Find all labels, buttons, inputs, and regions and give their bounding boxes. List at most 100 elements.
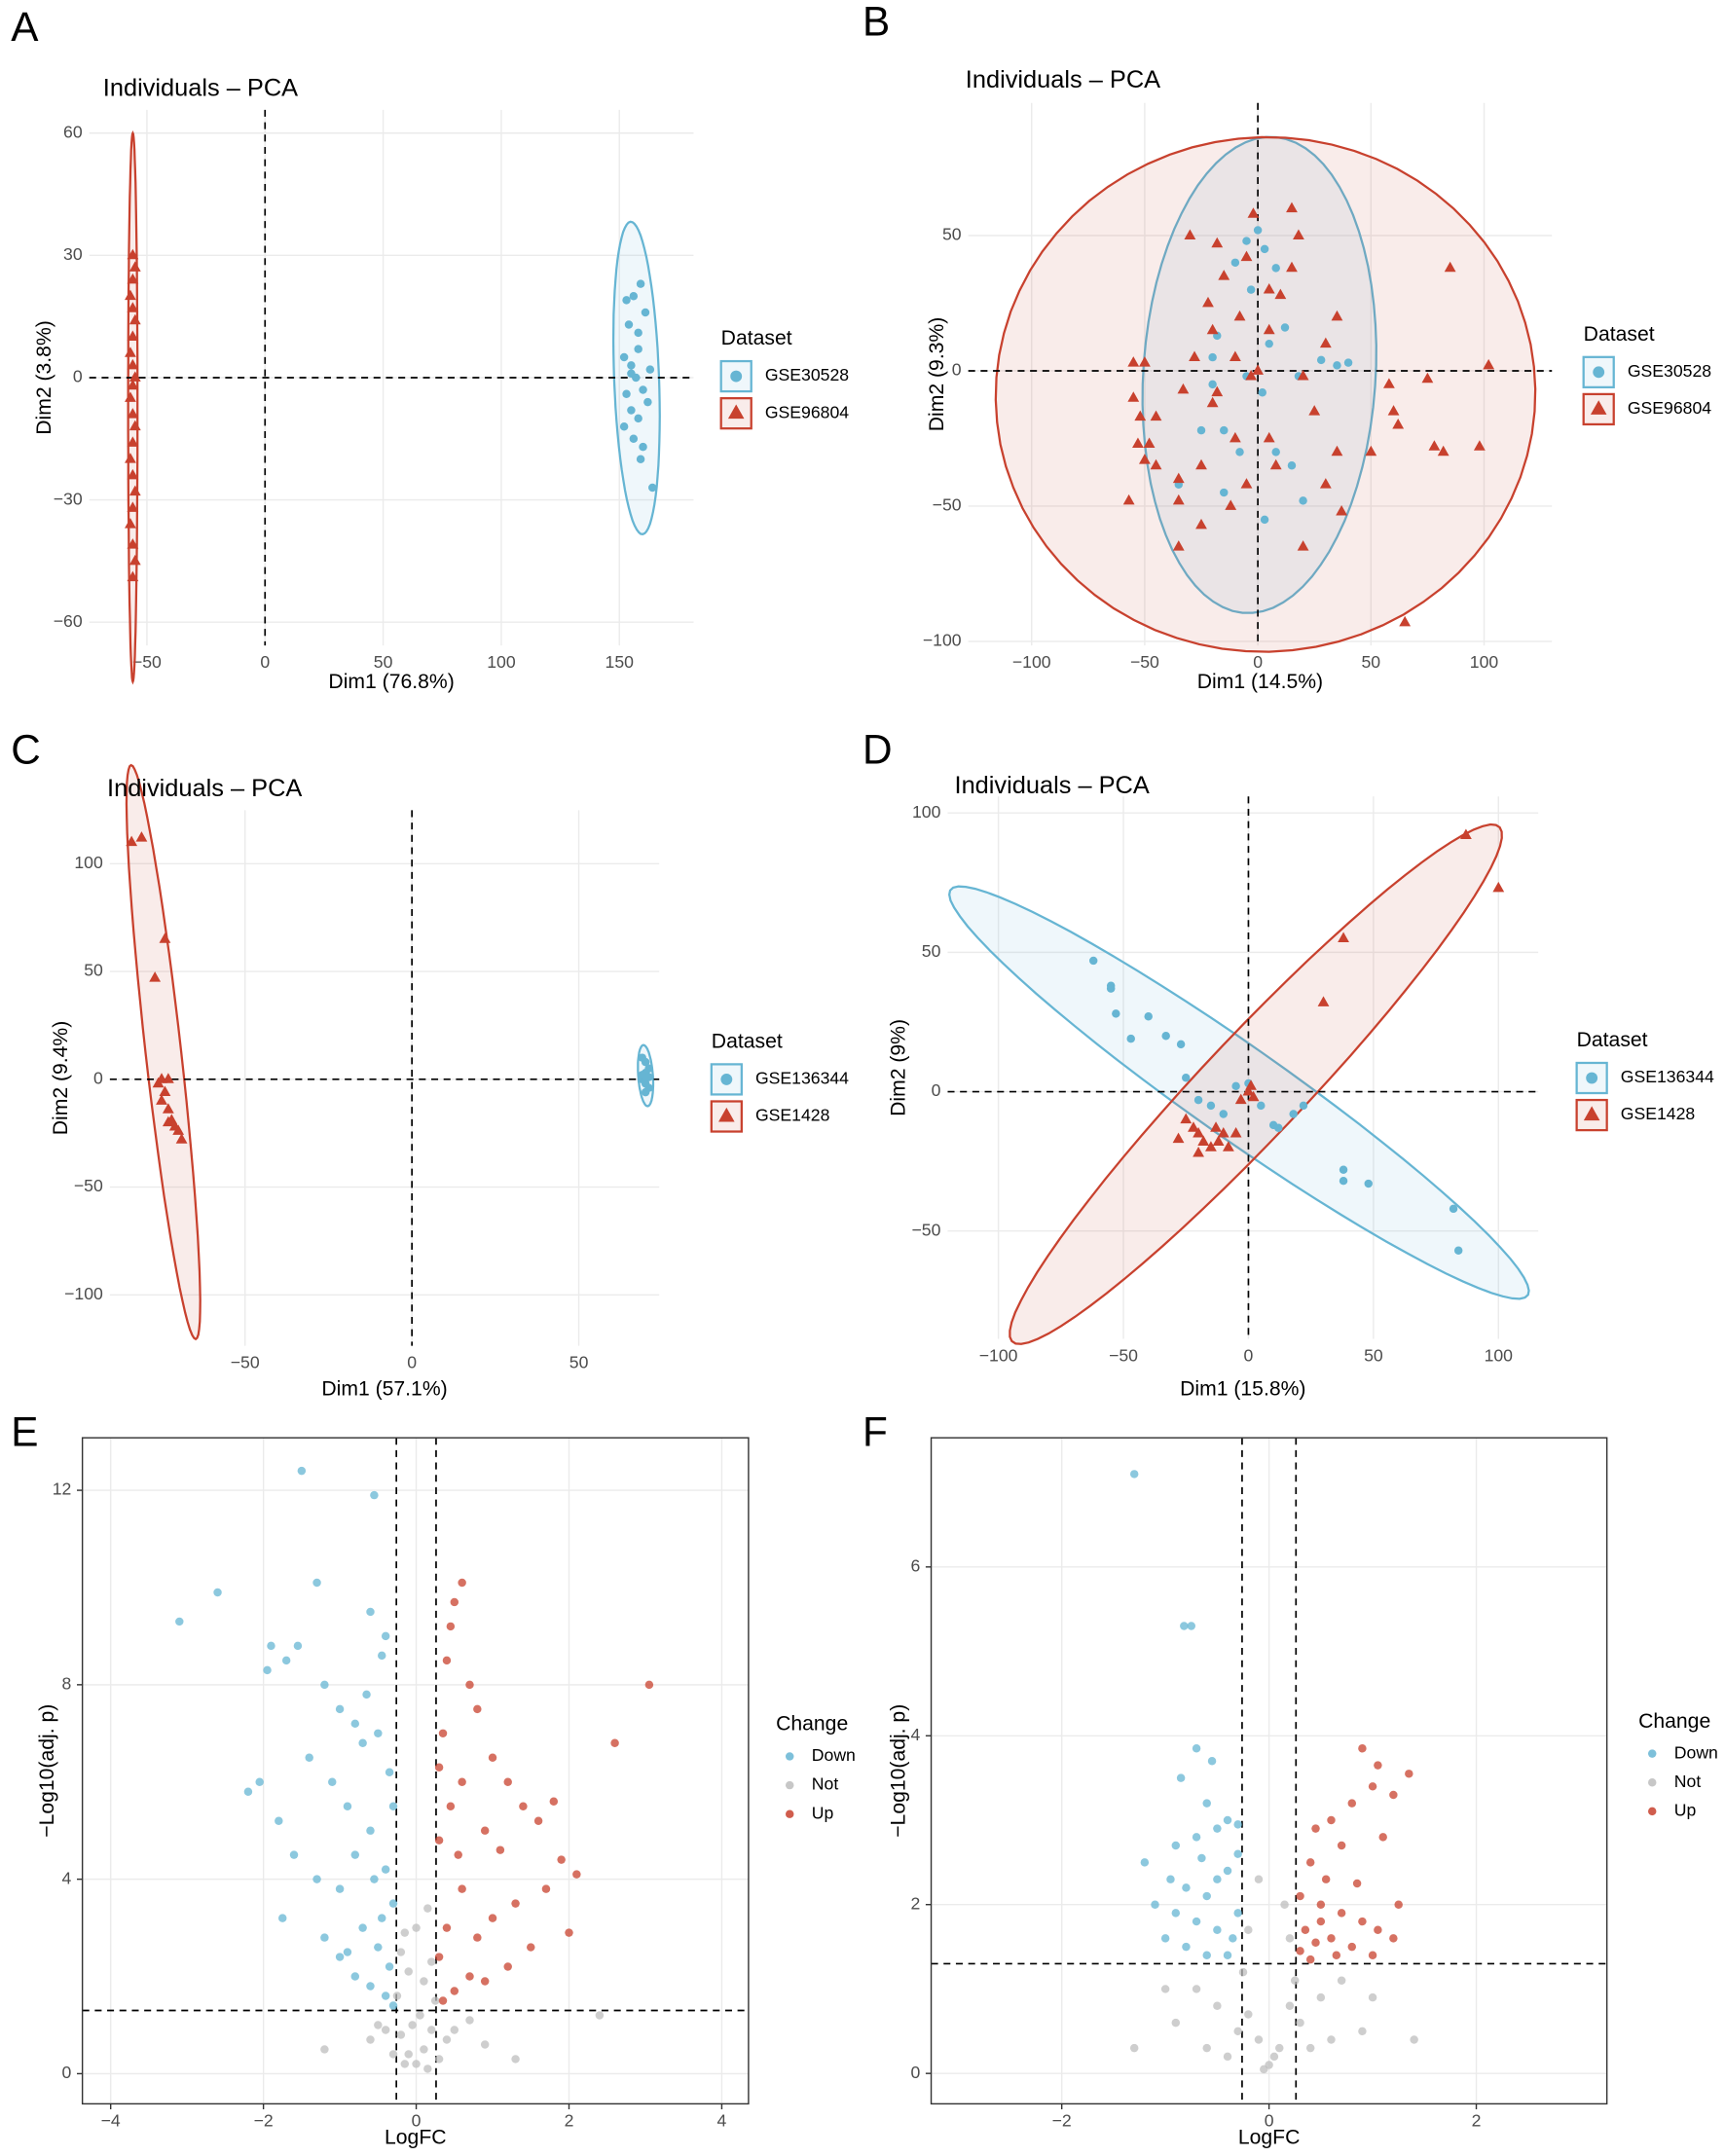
data-point (1305, 1955, 1315, 1964)
legend-key (1583, 1106, 1600, 1121)
data-point (396, 2030, 406, 2039)
data-point (125, 289, 136, 301)
data-point (128, 313, 141, 325)
data-point (343, 1802, 352, 1810)
data-point (362, 1690, 371, 1699)
data-point (1271, 264, 1280, 273)
data-point (1269, 458, 1282, 470)
x-tick-label: 50 (569, 1353, 589, 1372)
legend-key (727, 404, 745, 420)
data-point (1192, 1917, 1201, 1926)
y-axis-title: Dim2 (3.8%) (33, 320, 55, 435)
data-point (366, 1982, 375, 1991)
data-point (1444, 261, 1456, 273)
legend-label: GSE30528 (765, 365, 849, 384)
legend-label: GSE96804 (1628, 398, 1711, 418)
data-point (1368, 1782, 1377, 1791)
data-point (458, 1777, 466, 1786)
data-point (1368, 1951, 1377, 1959)
data-point (1254, 1875, 1264, 1883)
x-axis-title: Dim1 (76.8%) (328, 671, 454, 693)
data-point (1260, 515, 1269, 525)
data-point (1212, 1135, 1225, 1147)
data-point (1225, 499, 1237, 510)
data-point (557, 1855, 566, 1864)
data-point (1192, 1744, 1201, 1753)
y-axis-title: Dim2 (9%) (888, 1019, 910, 1116)
data-point (1257, 1101, 1266, 1111)
data-point (1244, 1925, 1253, 1934)
y-tick-label: 50 (942, 225, 962, 244)
data-point (1140, 1858, 1150, 1867)
data-point (1352, 1879, 1362, 1888)
data-point (1223, 1815, 1232, 1825)
data-point (1193, 1095, 1203, 1105)
data-point (511, 1899, 520, 1908)
x-tick-label: −2 (1052, 2110, 1072, 2130)
data-point (1211, 385, 1224, 397)
data-point (1205, 1141, 1217, 1151)
data-point (1308, 405, 1321, 416)
data-point (1347, 1799, 1357, 1808)
chart-title: Individuals – PCA (107, 775, 302, 802)
data-point (450, 2026, 459, 2034)
data-point (511, 2055, 520, 2064)
data-point (162, 1103, 174, 1114)
data-point (1258, 387, 1266, 397)
data-point (388, 1899, 398, 1908)
data-point (1172, 493, 1185, 505)
legend-key (1647, 1749, 1657, 1758)
legend-key (785, 1809, 794, 1818)
data-point (1405, 1770, 1413, 1778)
data-point (1399, 615, 1412, 627)
data-point (645, 365, 655, 374)
data-point (263, 1665, 272, 1675)
x-tick-label: 100 (487, 652, 516, 672)
data-point (1233, 1909, 1242, 1918)
data-point (1171, 1909, 1181, 1918)
data-point (1127, 391, 1140, 402)
data-point (1129, 2043, 1139, 2053)
data-point (1144, 1011, 1153, 1021)
data-point (1197, 1135, 1210, 1147)
data-point (1213, 1875, 1222, 1883)
data-point (1265, 339, 1273, 348)
data-point (1247, 1090, 1260, 1102)
data-point (1286, 261, 1298, 273)
data-point (1321, 1875, 1331, 1883)
data-point (278, 1914, 287, 1922)
data-point (1207, 1757, 1217, 1766)
x-axis-title: Dim1 (14.5%) (1197, 671, 1323, 693)
data-point (644, 1680, 654, 1690)
confidence-ellipse (948, 885, 1530, 1300)
data-point (1374, 1761, 1382, 1770)
panel-letter: D (862, 726, 893, 772)
data-point (1473, 440, 1486, 451)
data-point (1453, 1246, 1463, 1256)
data-point (1202, 1951, 1211, 1959)
x-tick-label: 4 (717, 2110, 727, 2130)
data-point (412, 2060, 421, 2068)
y-axis-title: Dim2 (9.3%) (926, 317, 948, 432)
data-point (281, 1656, 291, 1665)
data-point (622, 296, 631, 305)
y-tick-label: 0 (62, 2063, 72, 2082)
data-point (1151, 1900, 1159, 1909)
data-point (1240, 250, 1253, 262)
data-point (1260, 2065, 1268, 2074)
data-point (595, 2011, 605, 2020)
data-point (1197, 1853, 1206, 1863)
data-point (450, 1597, 459, 1607)
data-point (381, 2026, 390, 2034)
y-axis-title: −Log10(adj. p) (36, 1704, 58, 1838)
x-axis-title: Dim1 (57.1%) (321, 1377, 447, 1400)
data-point (125, 391, 136, 402)
data-point (1347, 1942, 1357, 1952)
data-point (1150, 410, 1162, 421)
panel-letter: A (11, 4, 39, 50)
data-point (1317, 996, 1330, 1006)
data-point (1252, 364, 1265, 375)
legend-key (1647, 1778, 1657, 1787)
data-point (565, 1928, 573, 1937)
data-point (1245, 1079, 1257, 1090)
